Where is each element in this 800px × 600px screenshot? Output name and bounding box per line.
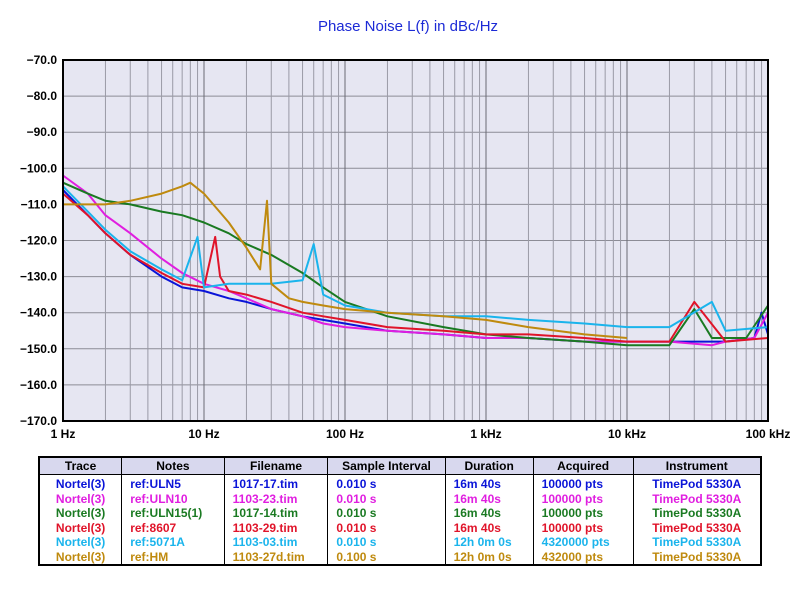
legend-cell: 1017-17.tim: [223, 474, 329, 492]
series-line-2: [62, 174, 769, 347]
legend-cell: TimePod 5330A: [632, 549, 762, 565]
x-tick-label: 100 kHz: [746, 427, 791, 441]
legend-cell: 100000 pts: [532, 491, 634, 507]
x-tick-label: 1 kHz: [470, 427, 501, 441]
legend-cell: 432000 pts: [532, 549, 634, 565]
legend-cell: 1103-27d.tim: [223, 549, 329, 565]
legend-header-cell: Duration: [444, 456, 534, 475]
legend-cell: ref:ULN5: [121, 474, 225, 492]
legend-cell: 1103-03.tim: [223, 534, 329, 550]
y-tick-label: −130.0: [20, 270, 57, 284]
x-tick-label: 1 Hz: [51, 427, 76, 441]
phase-noise-plot: −70.0 −80.0 −90.0 −100.0 −110.0 −120.0 −130.0 −…: [20, 53, 791, 441]
y-tick-label: −120.0: [20, 234, 57, 248]
legend-header-cell: Instrument: [632, 456, 762, 475]
legend-cell: Nortel(3): [38, 506, 123, 521]
legend-cell: 1017-14.tim: [223, 506, 329, 521]
legend-cell: 1103-23.tim: [223, 491, 329, 507]
x-tick-label: 100 Hz: [326, 427, 364, 441]
legend-header-row: Trace Notes Filename Sample Interval Duratio…: [38, 456, 762, 475]
legend-cell: ref:ULN15(1): [121, 506, 225, 521]
plot-frame: [62, 59, 769, 422]
legend-cell: ref:ULN10: [121, 491, 225, 507]
y-tick-label: −140.0: [20, 306, 57, 320]
legend-cell: ref:5071A: [121, 534, 225, 550]
legend-header-cell: Notes: [121, 456, 225, 475]
legend-cell: TimePod 5330A: [632, 506, 762, 521]
legend-cell: 4320000 pts: [532, 534, 634, 550]
y-tick-label: −90.0: [27, 125, 58, 139]
legend-cell: Nortel(3): [38, 534, 123, 550]
legend-cell: 16m 40s: [444, 491, 534, 507]
legend-cell: Nortel(3): [38, 491, 123, 507]
legend-cell: ref:8607: [121, 520, 225, 535]
series-lines: [62, 174, 769, 347]
series-line-5: [62, 185, 769, 332]
y-tick-label: −110.0: [21, 197, 58, 211]
legend-cell: Nortel(3): [38, 474, 123, 492]
legend-cell: TimePod 5330A: [632, 491, 762, 507]
legend-cell: 0.010 s: [327, 474, 446, 492]
y-tick-label: −70.0: [27, 53, 58, 67]
legend-cell: 0.010 s: [327, 506, 446, 521]
legend-header-cell: Acquired: [532, 456, 634, 475]
legend-header-cell: Filename: [223, 456, 329, 475]
legend-row: Nortel(3) ref:ULN10 1103-23.tim 0.010 s 16m …: [38, 491, 762, 507]
legend-cell: TimePod 5330A: [632, 534, 762, 550]
legend-cell: 0.100 s: [327, 549, 446, 565]
legend-cell: 16m 40s: [444, 520, 534, 535]
legend-cell: ref:HM: [121, 549, 225, 565]
series-line-3: [62, 181, 769, 347]
legend-cell: 0.010 s: [327, 491, 446, 507]
legend-cell: 12h 0m 0s: [444, 534, 534, 550]
y-tick-label: −80.0: [27, 89, 58, 103]
x-tick-label: 10 Hz: [188, 427, 219, 441]
legend-header-cell: Trace: [38, 456, 123, 475]
legend-cell: 0.010 s: [327, 520, 446, 535]
legend-cell: 16m 40s: [444, 506, 534, 521]
legend-row: Nortel(3) ref:8607 1103-29.tim 0.010 s 16m 4…: [38, 520, 762, 535]
legend-cell: 100000 pts: [532, 520, 634, 535]
series-line-6: [63, 181, 628, 339]
legend-header-cell: Sample Interval: [327, 456, 446, 475]
legend-cell: 16m 40s: [444, 474, 534, 492]
x-tick-labels: 1 Hz 10 Hz 100 Hz 1 kHz 10 kHz 100 kHz: [51, 427, 791, 441]
chart-title: Phase Noise L(f) in dBc/Hz: [317, 18, 499, 35]
legend-table: Trace Notes Filename Sample Interval Duratio…: [38, 456, 762, 566]
legend-row: Nortel(3) ref:ULN5 1017-17.tim 0.010 s 16m 4…: [38, 474, 762, 492]
x-tick-label: 10 kHz: [608, 427, 646, 441]
y-tick-label: −160.0: [20, 378, 57, 392]
legend-row: Nortel(3) ref:5071A 1103-03.tim 0.010 s 12h …: [38, 534, 762, 550]
legend-cell: Nortel(3): [38, 520, 123, 535]
y-tick-labels: −70.0 −80.0 −90.0 −100.0 −110.0 −120.0 −130.0 −…: [20, 53, 57, 428]
legend-row: Nortel(3) ref:HM 1103-27d.tim 0.100 s 12h 0m…: [38, 549, 762, 565]
series-line-4: [62, 192, 769, 343]
legend-cell: 100000 pts: [532, 506, 634, 521]
y-tick-label: −150.0: [20, 342, 57, 356]
legend-cell: TimePod 5330A: [632, 474, 762, 492]
legend-body: Nortel(3) ref:ULN5 1017-17.tim 0.010 s 16m 4…: [38, 474, 762, 565]
legend-cell: TimePod 5330A: [632, 520, 762, 535]
legend-cell: 1103-29.tim: [223, 520, 329, 535]
legend-cell: Nortel(3): [38, 549, 123, 565]
y-tick-label: −100.0: [20, 161, 57, 175]
y-tick-label: −170.0: [20, 414, 57, 428]
legend-cell: 100000 pts: [532, 474, 634, 492]
legend-cell: 0.010 s: [327, 534, 446, 550]
legend-cell: 12h 0m 0s: [444, 549, 534, 565]
